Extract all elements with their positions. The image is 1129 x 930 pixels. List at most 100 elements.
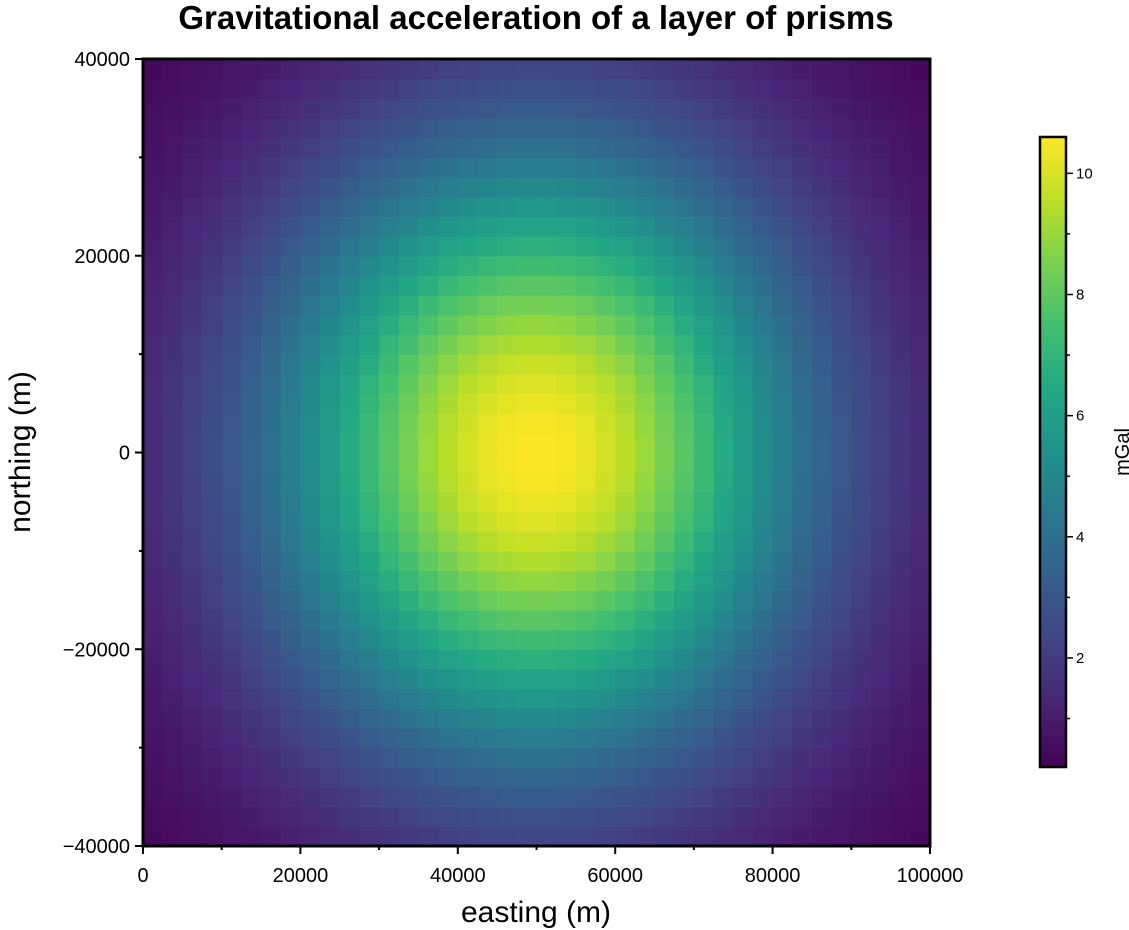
heatmap-cell <box>615 275 636 296</box>
heatmap-cell <box>752 177 774 198</box>
heatmap-cell <box>634 413 656 434</box>
heatmap-cell <box>910 137 931 158</box>
heatmap-cell <box>438 649 459 670</box>
heatmap-cell <box>438 688 459 709</box>
heatmap-cell <box>241 157 262 178</box>
heatmap-cell <box>280 688 301 709</box>
colorbar <box>1038 135 1068 769</box>
heatmap-cell <box>851 432 872 454</box>
heatmap-cell <box>772 78 793 99</box>
heatmap-cell <box>398 137 420 158</box>
heatmap-cell <box>221 806 242 827</box>
heatmap-cell <box>654 668 675 690</box>
heatmap-cell <box>634 216 656 237</box>
heatmap-cell <box>890 472 911 493</box>
heatmap-cell <box>792 177 813 198</box>
heatmap-cell <box>634 826 656 847</box>
heatmap-cell <box>418 452 439 473</box>
heatmap-cell <box>713 413 734 434</box>
heatmap-cell <box>575 826 597 847</box>
heatmap-cell <box>261 826 282 847</box>
heatmap-cell <box>300 531 321 552</box>
heatmap-cell <box>615 78 636 99</box>
heatmap-cell <box>890 688 911 709</box>
heatmap-cell <box>752 432 774 454</box>
heatmap-cell <box>477 59 498 80</box>
heatmap-cell <box>182 767 203 788</box>
heatmap-cell <box>674 472 695 493</box>
heatmap-cell <box>890 255 911 277</box>
heatmap-cell <box>241 708 262 729</box>
heatmap-cell <box>202 708 223 729</box>
heatmap-cell <box>379 236 400 257</box>
heatmap-cell <box>752 629 774 650</box>
heatmap-cell <box>870 432 892 454</box>
heatmap-cell <box>792 472 813 493</box>
heatmap-cell <box>477 432 498 454</box>
heatmap-cell <box>379 767 400 788</box>
heatmap-cell <box>477 78 498 99</box>
heatmap-cell <box>536 393 557 414</box>
heatmap-cell <box>398 708 420 729</box>
heatmap-cell <box>359 118 380 139</box>
heatmap-cell <box>772 550 793 572</box>
heatmap-cell <box>221 216 242 237</box>
heatmap-cell <box>890 826 911 847</box>
heatmap-cell <box>615 472 636 493</box>
heatmap-cell <box>792 295 813 316</box>
heatmap-cell <box>497 452 518 473</box>
heatmap-cell <box>438 78 459 99</box>
heatmap-cell <box>556 354 577 375</box>
heatmap-cell <box>359 550 380 572</box>
heatmap-cell <box>398 59 420 80</box>
heatmap-cell <box>497 727 518 749</box>
heatmap-cell <box>162 157 183 178</box>
heatmap-cell <box>477 590 498 611</box>
heatmap-cell <box>910 609 931 631</box>
heatmap-cell <box>477 452 498 473</box>
heatmap-cell <box>693 747 715 768</box>
heatmap-cell <box>398 334 420 355</box>
heatmap-cell <box>910 668 931 690</box>
heatmap-cell <box>654 177 675 198</box>
heatmap-cell <box>320 98 341 119</box>
heatmap-cell <box>733 78 754 99</box>
heatmap-cell <box>831 334 852 355</box>
heatmap-cell <box>752 137 774 158</box>
heatmap-cell <box>595 413 616 434</box>
heatmap-cell <box>890 334 911 355</box>
heatmap-cell <box>379 373 400 395</box>
heatmap-cell <box>536 432 557 454</box>
heatmap-cell <box>221 98 242 119</box>
heatmap-cell <box>713 629 734 650</box>
heatmap-cell <box>359 236 380 257</box>
heatmap-cell <box>556 157 577 178</box>
heatmap-cell <box>320 255 341 277</box>
heatmap-cell <box>752 118 774 139</box>
heatmap-cell <box>300 413 321 434</box>
heatmap-cell <box>792 393 813 414</box>
heatmap-cell <box>143 118 164 139</box>
heatmap-cell <box>202 806 223 827</box>
heatmap-cell <box>772 452 793 473</box>
heatmap-cell <box>910 78 931 99</box>
heatmap-cell <box>418 196 439 217</box>
heatmap-cell <box>831 668 852 690</box>
heatmap-cell <box>575 334 597 355</box>
heatmap-cell <box>595 747 616 768</box>
heatmap-cell <box>182 78 203 99</box>
heatmap-cell <box>634 59 656 80</box>
heatmap-cell <box>261 334 282 355</box>
heatmap-cell <box>379 452 400 473</box>
heatmap-cell <box>182 354 203 375</box>
heatmap-cell <box>143 196 164 217</box>
heatmap-cell <box>693 314 715 336</box>
heatmap-cell <box>379 491 400 513</box>
heatmap-cell <box>634 118 656 139</box>
heatmap-cell <box>792 432 813 454</box>
heatmap-cell <box>595 806 616 827</box>
heatmap-cell <box>575 78 597 99</box>
heatmap-cell <box>654 255 675 277</box>
heatmap-cell <box>516 531 538 552</box>
heatmap-cell <box>536 629 557 650</box>
